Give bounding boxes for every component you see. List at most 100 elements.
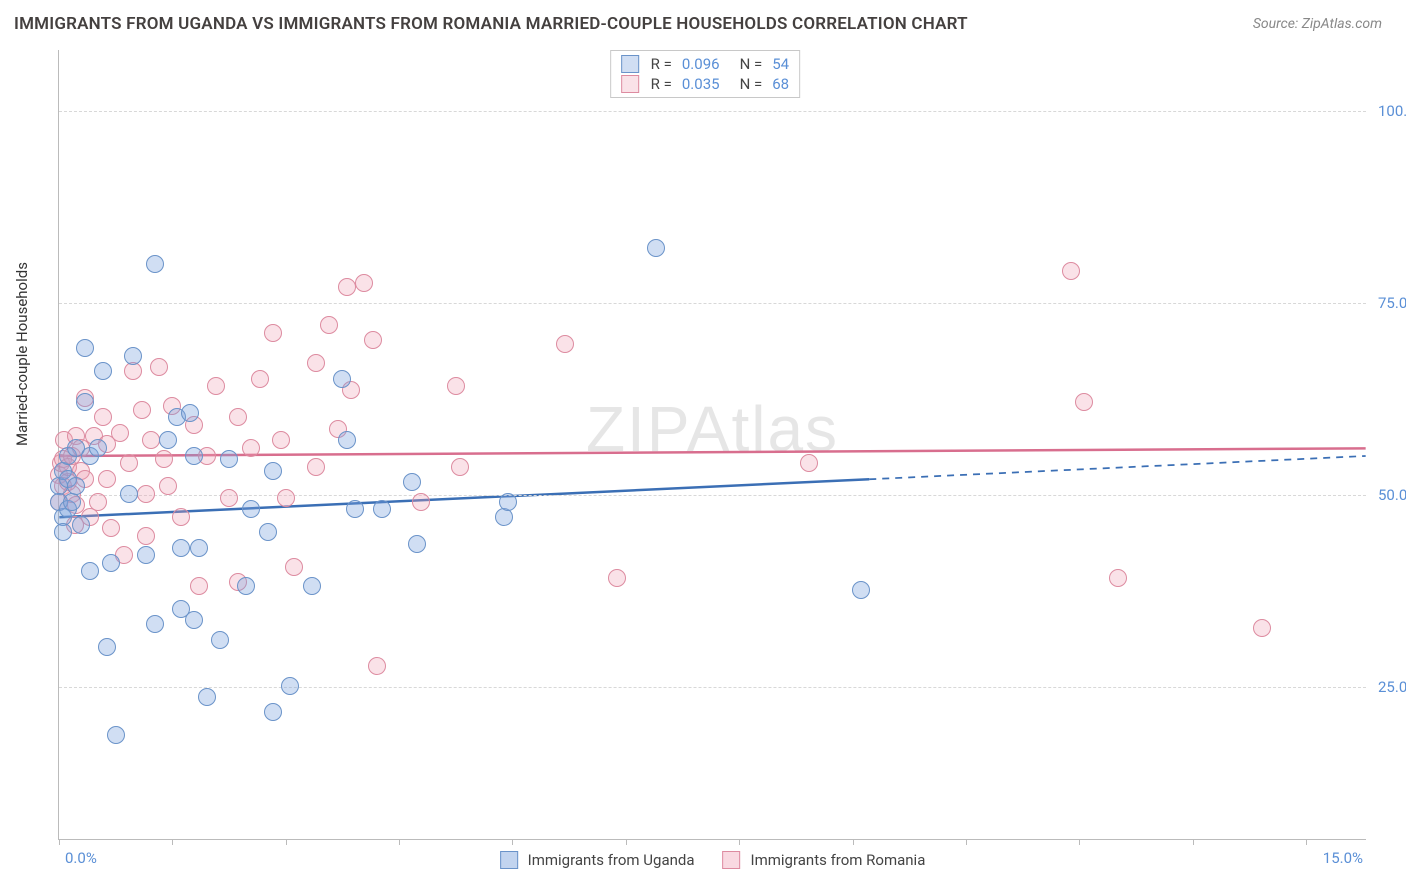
data-point — [1062, 262, 1080, 280]
data-point — [120, 485, 138, 503]
data-point — [98, 638, 116, 656]
x-tick — [853, 839, 854, 845]
watermark: ZIPAtlas — [586, 392, 839, 466]
data-point — [237, 577, 255, 595]
data-point — [647, 239, 665, 257]
data-point — [355, 274, 373, 292]
data-point — [242, 439, 260, 457]
x-tick — [739, 839, 740, 845]
legend-n-value: 54 — [772, 55, 789, 73]
data-point — [137, 546, 155, 564]
data-point — [264, 324, 282, 342]
data-point — [159, 477, 177, 495]
data-point — [190, 539, 208, 557]
data-point — [63, 493, 81, 511]
data-point — [111, 424, 129, 442]
data-point — [185, 447, 203, 465]
data-point — [251, 370, 269, 388]
data-point — [451, 458, 469, 476]
legend-item: Immigrants from Romania — [723, 851, 926, 869]
data-point — [172, 508, 190, 526]
data-point — [67, 477, 85, 495]
data-point — [220, 489, 238, 507]
data-point — [346, 500, 364, 518]
data-point — [190, 577, 208, 595]
x-tick — [59, 839, 60, 845]
data-point — [320, 316, 338, 334]
data-point — [499, 493, 517, 511]
x-tick — [1193, 839, 1194, 845]
data-point — [412, 493, 430, 511]
legend-n-label: N = — [740, 55, 763, 73]
gridline — [59, 111, 1366, 112]
data-point — [146, 615, 164, 633]
data-point — [107, 726, 125, 744]
data-point — [408, 535, 426, 553]
data-point — [264, 462, 282, 480]
data-point — [94, 362, 112, 380]
data-point — [220, 450, 238, 468]
data-point — [89, 493, 107, 511]
data-point — [556, 335, 574, 353]
x-tick — [512, 839, 513, 845]
chart-title: IMMIGRANTS FROM UGANDA VS IMMIGRANTS FRO… — [14, 14, 968, 34]
data-point — [211, 631, 229, 649]
data-point — [373, 500, 391, 518]
data-point — [800, 454, 818, 472]
legend-label: Immigrants from Romania — [751, 851, 926, 869]
data-point — [368, 657, 386, 675]
legend-correlation-box: R = 0.096 N = 54 R = 0.035N = 68 — [610, 50, 800, 98]
data-point — [364, 331, 382, 349]
x-tick — [172, 839, 173, 845]
plot-area: ZIPAtlas R = 0.096N = 54R = 0.035N = 68 … — [58, 50, 1366, 840]
data-point — [259, 523, 277, 541]
x-tick — [1306, 839, 1307, 845]
data-point — [281, 677, 299, 695]
legend-swatch — [500, 851, 518, 869]
data-point — [137, 485, 155, 503]
data-point — [403, 473, 421, 491]
y-tick-label: 50.0% — [1370, 486, 1406, 504]
data-point — [137, 527, 155, 545]
y-tick-label: 25.0% — [1370, 678, 1406, 696]
data-point — [242, 500, 260, 518]
legend-label: Immigrants from Uganda — [528, 851, 695, 869]
legend-row: R = 0.035N = 68 — [621, 75, 789, 93]
data-point — [1075, 393, 1093, 411]
gridline — [59, 687, 1366, 688]
data-point — [185, 611, 203, 629]
legend-row: R = 0.096N = 54 — [621, 55, 789, 73]
data-point — [76, 393, 94, 411]
data-point — [198, 688, 216, 706]
x-tick — [1079, 839, 1080, 845]
data-point — [1109, 569, 1127, 587]
data-point — [155, 450, 173, 468]
data-point — [264, 703, 282, 721]
legend-swatch — [621, 55, 639, 73]
data-point — [338, 431, 356, 449]
source-label: Source: ZipAtlas.com — [1253, 16, 1382, 32]
data-point — [181, 404, 199, 422]
x-tick — [399, 839, 400, 845]
data-point — [1253, 619, 1271, 637]
data-point — [94, 408, 112, 426]
y-tick-label: 100.0% — [1370, 102, 1406, 120]
data-point — [124, 362, 142, 380]
data-point — [146, 255, 164, 273]
legend-r-value: 0.035 — [682, 75, 720, 93]
x-tick-label-max: 15.0% — [1323, 849, 1363, 867]
legend-swatch — [723, 851, 741, 869]
data-point — [307, 354, 325, 372]
legend-n-value: 68 — [772, 75, 789, 93]
data-point — [272, 431, 290, 449]
x-tick — [286, 839, 287, 845]
x-tick — [966, 839, 967, 845]
legend-bottom: Immigrants from Uganda Immigrants from Ro… — [500, 851, 926, 869]
data-point — [150, 358, 168, 376]
data-point — [159, 431, 177, 449]
data-point — [72, 516, 90, 534]
data-point — [608, 569, 626, 587]
legend-item: Immigrants from Uganda — [500, 851, 695, 869]
legend-r-label: R = — [651, 75, 672, 93]
legend-r-value: 0.096 — [682, 55, 720, 73]
